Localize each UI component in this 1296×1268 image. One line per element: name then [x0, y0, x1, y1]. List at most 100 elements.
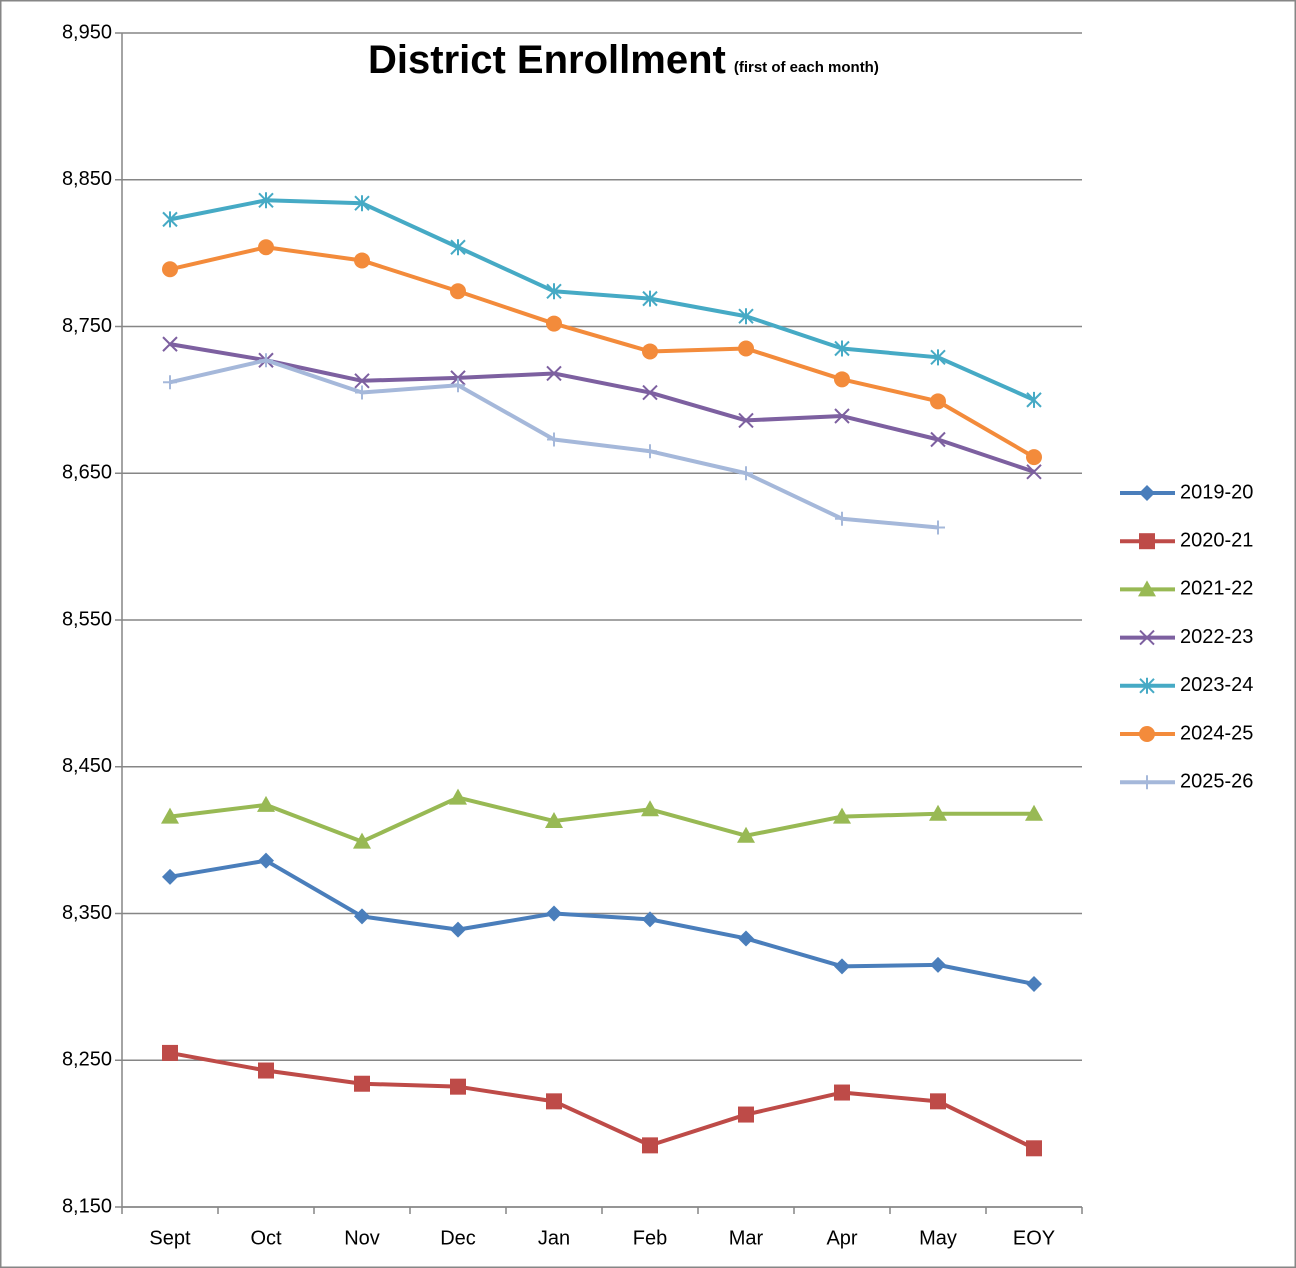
- marker: [257, 795, 275, 812]
- subtitle-text: (first of each month): [734, 59, 879, 76]
- x-tick-label: Nov: [344, 1227, 380, 1249]
- legend-label: 2021-22: [1180, 578, 1253, 600]
- series: [163, 353, 945, 535]
- x-tick-label: Oct: [250, 1227, 282, 1249]
- marker: [643, 444, 657, 459]
- marker: [259, 353, 273, 368]
- x-tick-label: Mar: [729, 1227, 764, 1249]
- marker: [355, 385, 369, 400]
- marker: [1026, 975, 1042, 992]
- marker: [450, 921, 466, 938]
- marker: [354, 1075, 370, 1092]
- marker: [546, 315, 562, 332]
- marker: [834, 1084, 850, 1101]
- marker: [162, 261, 178, 278]
- marker: [1139, 677, 1155, 694]
- series-line: [169, 1050, 1035, 1151]
- series: [162, 336, 1042, 480]
- marker: [930, 393, 946, 410]
- marker: [834, 371, 850, 388]
- x-tick-label: Dec: [440, 1227, 476, 1249]
- marker: [642, 290, 658, 307]
- chart-title: District Enrollment (first of each month): [368, 38, 879, 82]
- marker: [450, 1078, 466, 1095]
- x-tick-label: May: [919, 1227, 957, 1249]
- series: [162, 852, 1042, 992]
- series: [161, 788, 1043, 849]
- marker: [930, 956, 946, 973]
- y-tick-label: 8,350: [62, 902, 112, 924]
- series: [162, 1044, 1042, 1157]
- x-tick-label: EOY: [1013, 1227, 1055, 1249]
- marker: [450, 283, 466, 300]
- marker: [258, 1062, 274, 1079]
- marker: [835, 511, 849, 526]
- legend-label: 2024-25: [1180, 722, 1253, 744]
- marker: [162, 336, 178, 352]
- marker: [451, 378, 465, 393]
- series-line: [169, 245, 1036, 459]
- marker: [449, 788, 467, 805]
- y-tick-label: 8,450: [62, 755, 112, 777]
- marker: [354, 195, 370, 212]
- marker: [642, 384, 658, 401]
- marker: [738, 412, 754, 429]
- marker: [737, 826, 755, 843]
- marker: [833, 807, 851, 824]
- marker: [930, 1093, 946, 1110]
- series: [162, 192, 1042, 408]
- marker: [930, 349, 946, 366]
- y-tick-label: 8,750: [62, 315, 112, 337]
- y-tick-label: 8,850: [62, 168, 112, 190]
- marker: [1140, 775, 1154, 790]
- series-line: [169, 795, 1034, 844]
- legend-label: 2025-26: [1180, 770, 1253, 792]
- marker: [1025, 804, 1043, 821]
- marker: [1026, 464, 1042, 480]
- y-tick-label: 8,150: [62, 1195, 112, 1217]
- marker: [642, 911, 658, 928]
- y-tick-label: 8,550: [62, 608, 112, 630]
- marker: [641, 800, 659, 817]
- marker: [353, 832, 371, 849]
- marker: [258, 852, 274, 869]
- legend-label: 2022-23: [1180, 626, 1253, 648]
- marker: [931, 520, 945, 535]
- marker: [1138, 580, 1156, 597]
- title-text: District Enrollment: [368, 38, 726, 82]
- marker: [1026, 449, 1042, 466]
- marker: [546, 283, 562, 300]
- marker: [1026, 1140, 1042, 1157]
- x-tick-label: Jan: [538, 1227, 570, 1249]
- marker: [161, 807, 179, 824]
- marker: [258, 239, 274, 256]
- marker: [354, 373, 370, 389]
- marker: [738, 340, 754, 357]
- marker: [834, 958, 850, 975]
- marker: [1139, 533, 1155, 550]
- marker: [1139, 485, 1155, 501]
- x-tick-label: Apr: [826, 1227, 857, 1249]
- y-tick-label: 8,650: [62, 462, 112, 484]
- marker: [546, 905, 562, 922]
- marker: [642, 1137, 658, 1154]
- marker: [354, 908, 370, 925]
- y-tick-label: 8,950: [62, 21, 112, 43]
- marker: [929, 804, 947, 821]
- marker: [642, 343, 658, 360]
- x-tick-label: Feb: [633, 1227, 667, 1249]
- marker: [546, 365, 562, 382]
- series-line: [169, 198, 1035, 402]
- marker: [546, 1093, 562, 1110]
- marker: [1139, 726, 1155, 742]
- marker: [834, 408, 850, 424]
- marker: [738, 930, 754, 947]
- marker: [450, 370, 466, 386]
- series-line: [169, 858, 1035, 986]
- marker: [834, 340, 850, 357]
- marker: [354, 252, 370, 269]
- marker: [738, 1106, 754, 1123]
- marker: [162, 211, 178, 228]
